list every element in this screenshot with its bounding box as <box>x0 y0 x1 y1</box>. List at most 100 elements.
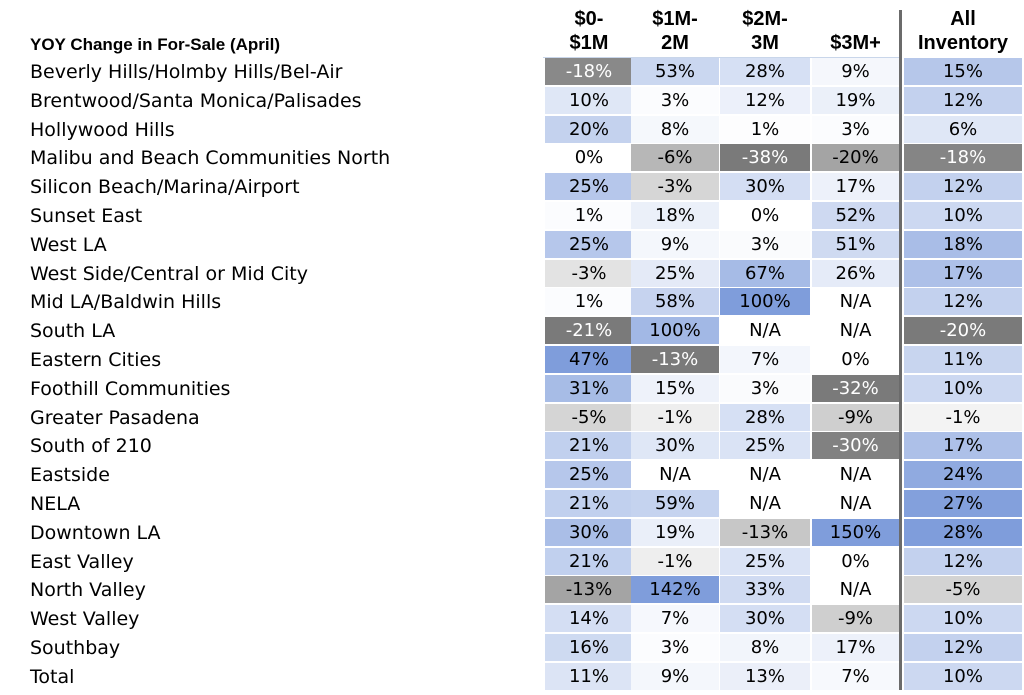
heatmap-cell: 10% <box>545 86 633 114</box>
heatmap-cell: 12% <box>904 86 1022 114</box>
heatmap-cell: 52% <box>812 201 899 229</box>
heatmap-cell: -1% <box>631 547 719 575</box>
heatmap-cell: N/A <box>631 461 719 489</box>
heatmap-cell: 25% <box>545 173 633 201</box>
row-label: Total <box>30 665 75 688</box>
column-header: $0- $1M <box>545 7 633 57</box>
column-header-line2: $1M <box>569 32 609 54</box>
row-label: Foothill Communities <box>30 377 231 400</box>
heatmap-cell: 12% <box>904 547 1022 575</box>
row-label: East Valley <box>30 550 134 573</box>
column-header: $3M+ <box>812 7 899 57</box>
column-header-line1: $1M- <box>652 8 698 30</box>
row-label: Hollywood Hills <box>30 118 175 141</box>
heatmap-cell: 20% <box>545 115 633 143</box>
heatmap-cell: 9% <box>631 230 719 258</box>
heatmap-cell: 27% <box>904 489 1022 517</box>
heatmap-cell: N/A <box>720 317 810 345</box>
heatmap-cell: -1% <box>631 403 719 431</box>
heatmap-cell: N/A <box>812 288 899 316</box>
row-label: Mid LA/Baldwin Hills <box>30 291 222 314</box>
row-label: North Valley <box>30 579 146 602</box>
heatmap-cell: N/A <box>812 576 899 604</box>
heatmap-cell: N/A <box>720 489 810 517</box>
heatmap-cell: 17% <box>904 259 1022 287</box>
table-row: Brentwood/Santa Monica/Palisades 10% 3% 12%… <box>0 86 1024 116</box>
heatmap-cell: 25% <box>545 461 633 489</box>
column-header: $2M- 3M <box>720 7 810 57</box>
row-label: Silicon Beach/Marina/Airport <box>30 176 300 199</box>
heatmap-cell: 26% <box>812 259 899 287</box>
heatmap-cell: -18% <box>904 144 1022 172</box>
heatmap-cell: 6% <box>904 115 1022 143</box>
heatmap-cell: 28% <box>720 403 810 431</box>
heatmap-cell: 18% <box>631 201 719 229</box>
heatmap-cell: 3% <box>631 633 719 661</box>
heatmap-cell: 10% <box>904 201 1022 229</box>
heatmap-cell: 25% <box>720 432 810 460</box>
heatmap-cell: -32% <box>812 374 899 402</box>
heatmap-cell: 11% <box>545 662 633 690</box>
heatmap-cell: 15% <box>904 58 1022 85</box>
column-header-line2: Inventory <box>917 32 1009 54</box>
table-row: Southbay 16% 3% 8% 17% 12% <box>0 633 1024 663</box>
heatmap-cell: 0% <box>812 345 899 373</box>
table-row: South LA -21% 100% N/A N/A -20% <box>0 317 1024 346</box>
table-row: Hollywood Hills 20% 8% 1% 3% 6% <box>0 115 1024 145</box>
table-row: Foothill Communities 31% 15% 3% -32% 10% <box>0 374 1024 404</box>
header-divider <box>543 57 901 58</box>
heatmap-cell: -5% <box>545 403 633 431</box>
heatmap-cell: 24% <box>904 461 1022 489</box>
heatmap-cell: 3% <box>720 374 810 402</box>
heatmap-cell: 21% <box>545 432 633 460</box>
row-label: Downtown LA <box>30 521 161 544</box>
table-title: YOY Change in For-Sale (April) <box>30 35 280 54</box>
heatmap-cell: 19% <box>812 86 899 114</box>
row-label: West Side/Central or Mid City <box>30 262 308 285</box>
table-row: Mid LA/Baldwin Hills 1% 58% 100% N/A 12% <box>0 288 1024 317</box>
column-header-line1: All <box>950 8 976 30</box>
heatmap-cell: 33% <box>720 576 810 604</box>
table-row: Silicon Beach/Marina/Airport 25% -3% 30% 17%… <box>0 173 1024 202</box>
heatmap-cell: 3% <box>812 115 899 143</box>
heatmap-cell: 47% <box>545 345 633 373</box>
heatmap-cell: 58% <box>631 288 719 316</box>
table-row: Eastern Cities 47% -13% 7% 0% 11% <box>0 345 1024 375</box>
heatmap-cell: 28% <box>904 518 1022 546</box>
column-header-line2: $3M+ <box>830 32 881 54</box>
heatmap-cell: -21% <box>545 317 633 345</box>
heatmap-cell: 10% <box>904 662 1022 690</box>
heatmap-cell: 30% <box>631 432 719 460</box>
heatmap-cell: 59% <box>631 489 719 517</box>
table-row: West LA 25% 9% 3% 51% 18% <box>0 230 1024 260</box>
heatmap-cell: 53% <box>631 58 719 85</box>
row-label: West Valley <box>30 608 140 631</box>
heatmap-cell: 12% <box>904 288 1022 316</box>
table-row: Beverly Hills/Holmby Hills/Bel-Air -18% 53… <box>0 58 1024 87</box>
column-header: All Inventory <box>904 7 1022 57</box>
heatmap-cell: 17% <box>812 633 899 661</box>
heatmap-cell: -13% <box>545 576 633 604</box>
table-row: Greater Pasadena -5% -1% 28% -9% -1% <box>0 403 1024 433</box>
row-label: Greater Pasadena <box>30 406 200 429</box>
row-label: Malibu and Beach Communities North <box>30 147 391 170</box>
heatmap-cell: -20% <box>904 317 1022 345</box>
heatmap-cell: 18% <box>904 230 1022 258</box>
heatmap-cell: 100% <box>720 288 810 316</box>
heatmap-cell: 7% <box>631 605 719 633</box>
heatmap-cell: 25% <box>631 259 719 287</box>
heatmap-cell: -30% <box>812 432 899 460</box>
heatmap-cell: 17% <box>812 173 899 201</box>
heatmap-cell: 13% <box>720 662 810 690</box>
table-row: West Side/Central or Mid City -3% 25% 67% 26… <box>0 259 1024 289</box>
heatmap-cell: -3% <box>631 173 719 201</box>
heatmap-cell: 12% <box>904 173 1022 201</box>
heatmap-cell: 25% <box>720 547 810 575</box>
heatmap-cell: 30% <box>720 173 810 201</box>
heatmap-cell: 9% <box>631 662 719 690</box>
heatmap-cell: 51% <box>812 230 899 258</box>
heatmap-cell: 67% <box>720 259 810 287</box>
heatmap-cell: 17% <box>904 432 1022 460</box>
heatmap-cell: 21% <box>545 489 633 517</box>
heatmap-cell: 21% <box>545 547 633 575</box>
